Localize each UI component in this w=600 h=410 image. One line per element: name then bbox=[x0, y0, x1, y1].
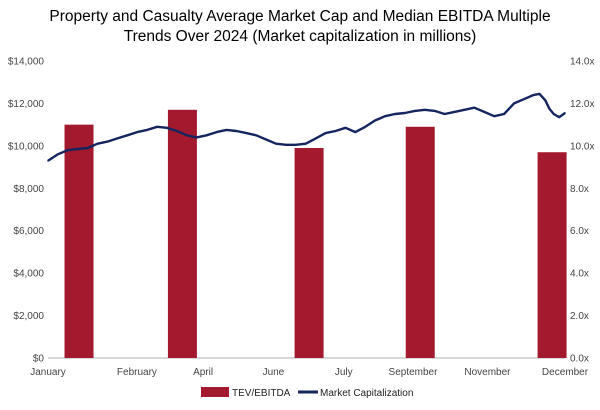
y-right-tick-label: 8.0x bbox=[570, 184, 589, 195]
market-cap-point bbox=[533, 94, 535, 96]
bar-december bbox=[537, 152, 567, 358]
market-cap-point bbox=[354, 131, 357, 133]
x-tick-label: December bbox=[542, 367, 589, 378]
market-cap-point bbox=[503, 113, 505, 115]
market-cap-point bbox=[146, 129, 148, 131]
market-cap-point bbox=[404, 112, 406, 114]
market-cap-point bbox=[47, 159, 49, 162]
market-cap-point bbox=[275, 142, 277, 145]
market-cap-point bbox=[493, 115, 495, 117]
market-cap-point bbox=[548, 107, 551, 110]
market-cap-point bbox=[205, 134, 208, 137]
y-right-tick-label: 2.0x bbox=[570, 311, 589, 322]
y-right-tick-label: 6.0x bbox=[570, 226, 589, 237]
market-cap-point bbox=[453, 111, 456, 113]
x-tick-label: February bbox=[117, 367, 157, 378]
x-tick-label: January bbox=[30, 367, 66, 378]
series-line-market-capitalization bbox=[47, 92, 566, 162]
legend-swatch-tev-ebitda bbox=[201, 387, 229, 397]
chart-title-line-2: Trends Over 2024 (Market capitalization … bbox=[123, 28, 477, 45]
y-left-tick-label: $8,000 bbox=[13, 184, 44, 195]
y-left-tick-label: $0 bbox=[33, 354, 45, 365]
market-cap-point bbox=[265, 138, 267, 141]
market-cap-point bbox=[186, 134, 188, 137]
x-tick-label: November bbox=[464, 367, 511, 378]
market-cap-point bbox=[304, 142, 307, 145]
market-cap-point bbox=[394, 113, 396, 115]
y-left-tick-label: $10,000 bbox=[8, 141, 45, 152]
market-cap-point bbox=[473, 106, 476, 109]
bar-january bbox=[64, 124, 94, 359]
legend: TEV/EBITDA Market Capitalization bbox=[201, 387, 413, 399]
market-cap-point bbox=[285, 143, 287, 146]
market-cap-point bbox=[364, 125, 367, 128]
market-cap-point bbox=[255, 134, 258, 137]
market-cap-point bbox=[126, 134, 129, 137]
market-cap-point bbox=[414, 110, 416, 112]
y-right-tick-label: 14.0x bbox=[570, 57, 594, 68]
market-cap-point bbox=[225, 129, 228, 131]
legend-label-market-cap[interactable]: Market Capitalization bbox=[320, 388, 413, 399]
market-cap-point bbox=[166, 127, 168, 129]
x-tick-label: June bbox=[263, 367, 285, 378]
bar-march bbox=[167, 109, 197, 359]
market-cap-point bbox=[96, 142, 99, 145]
x-tick-label: April bbox=[193, 367, 213, 378]
market-cap-point bbox=[324, 132, 327, 134]
y-left-tick-label: $6,000 bbox=[13, 226, 44, 237]
market-cap-point bbox=[423, 108, 426, 111]
bar-september bbox=[405, 126, 435, 358]
x-tick-label: July bbox=[335, 367, 353, 378]
market-cap-point bbox=[116, 137, 119, 140]
market-cap-point bbox=[523, 98, 525, 100]
market-cap-point bbox=[483, 111, 486, 113]
market-cap-point bbox=[245, 132, 248, 134]
market-cap-point bbox=[57, 153, 59, 156]
y-axis-right: 0.0x 2.0x 4.0x 6.0x 8.0x 10.0x 12.0x 14.0x bbox=[570, 57, 594, 365]
market-cap-point bbox=[176, 130, 178, 132]
market-cap-point bbox=[314, 137, 317, 140]
legend-label-tev-ebitda[interactable]: TEV/EBITDA bbox=[232, 388, 291, 399]
market-cap-point bbox=[344, 127, 347, 129]
y-left-tick-label: $2,000 bbox=[13, 311, 44, 322]
y-right-tick-label: 12.0x bbox=[570, 99, 594, 110]
market-cap-point bbox=[215, 131, 218, 133]
market-cap-point bbox=[552, 113, 555, 115]
market-cap-point bbox=[374, 119, 376, 122]
market-cap-point bbox=[295, 143, 297, 146]
market-cap-point bbox=[67, 149, 69, 151]
market-cap-point bbox=[564, 112, 566, 114]
y-axis-left: $0 $2,000 $4,000 $6,000 $8,000 $10,000 $12,000… bbox=[8, 57, 45, 365]
x-axis: January February April June July September Nov… bbox=[30, 367, 589, 378]
market-cap-point bbox=[76, 148, 79, 150]
bars-layer bbox=[64, 109, 567, 359]
y-left-tick-label: $4,000 bbox=[13, 269, 44, 280]
y-right-tick-label: 4.0x bbox=[570, 269, 589, 280]
market-cap-point bbox=[136, 131, 139, 133]
market-cap-point bbox=[384, 115, 386, 117]
y-left-tick-label: $12,000 bbox=[8, 99, 45, 110]
y-right-tick-label: 0.0x bbox=[570, 354, 589, 365]
market-cap-point bbox=[86, 147, 89, 149]
y-left-tick-label: $14,000 bbox=[8, 57, 45, 68]
line-layer bbox=[47, 92, 566, 162]
market-cap-point bbox=[235, 130, 238, 132]
market-cap-point bbox=[195, 136, 198, 139]
market-cap-point bbox=[334, 130, 337, 132]
market-cap-point bbox=[156, 125, 158, 128]
market-cap-point bbox=[544, 99, 546, 102]
market-cap-point bbox=[106, 140, 109, 143]
chart-title-line-1: Property and Casualty Average Market Cap… bbox=[49, 8, 551, 25]
market-cap-point bbox=[558, 116, 561, 119]
market-cap-point bbox=[443, 113, 446, 115]
market-cap-point bbox=[513, 102, 515, 105]
market-cap-point bbox=[433, 110, 436, 112]
market-cap-point bbox=[463, 108, 466, 111]
bar-june bbox=[294, 147, 324, 358]
market-cap-point bbox=[538, 93, 541, 95]
y-right-tick-label: 10.0x bbox=[570, 141, 594, 152]
x-tick-label: September bbox=[389, 367, 439, 378]
